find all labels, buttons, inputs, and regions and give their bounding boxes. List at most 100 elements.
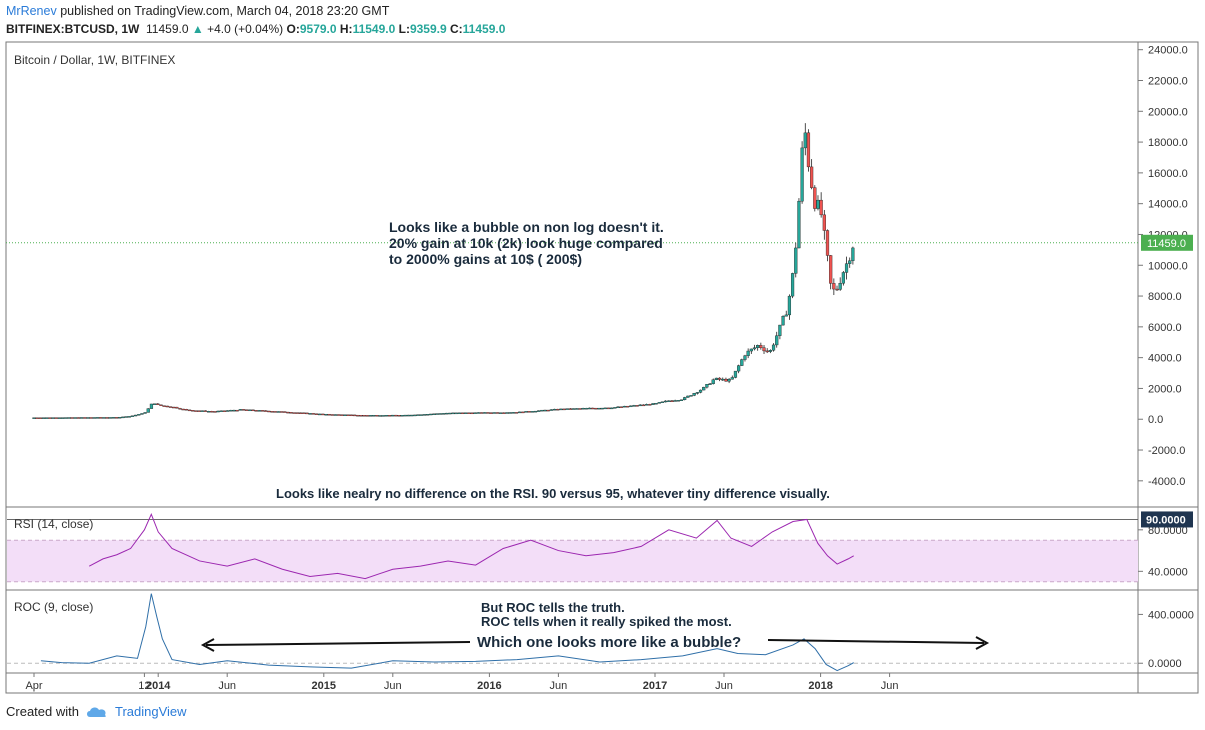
candle-down <box>514 412 519 414</box>
price-tick-label: 4000.0 <box>1148 353 1182 365</box>
published-text: published on TradingView.com, March 04, … <box>60 4 390 18</box>
candle-down <box>187 409 192 412</box>
time-tick-label: 2015 <box>312 680 336 692</box>
candle-down <box>397 415 401 417</box>
cloud-logo-icon <box>86 706 106 717</box>
candle-up <box>610 407 614 410</box>
candle-up <box>597 407 601 410</box>
candle-up <box>473 412 477 414</box>
candle-down <box>670 400 674 402</box>
high-value: 11549.0 <box>352 22 396 36</box>
roc-annotation-line-2: ROC tells when it really spiked the most… <box>481 614 732 629</box>
bubble-annotation-line-1: Looks like a bubble on non log doesn't i… <box>389 219 664 235</box>
candle-up <box>616 406 620 409</box>
candle-down <box>813 187 817 209</box>
candle-up <box>372 415 376 417</box>
candle-up <box>565 408 569 410</box>
candle-down <box>99 417 103 419</box>
candle-up <box>638 404 642 407</box>
candle-down <box>299 412 303 414</box>
candle-down <box>822 214 826 231</box>
candle-up <box>143 412 147 414</box>
right-arrow-head <box>975 636 990 650</box>
candle-up <box>476 412 480 414</box>
candle-up <box>540 409 544 412</box>
candle-up <box>483 412 487 414</box>
candle-down <box>203 410 207 412</box>
candle-down <box>184 409 188 411</box>
candle-up <box>257 410 261 412</box>
candle-up <box>851 247 855 261</box>
time-tick-label: Jun <box>881 680 899 692</box>
roc-pane-title: ROC (9, close) <box>14 600 93 614</box>
time-tick-label: Apr <box>25 680 42 692</box>
candle-up <box>51 417 55 419</box>
candle-up <box>664 400 668 403</box>
candle-down <box>829 255 833 284</box>
time-tick-label: Jun <box>550 680 568 692</box>
candle-down <box>254 410 258 412</box>
candle-down <box>625 405 630 408</box>
candle-down <box>467 412 471 414</box>
candle-down <box>76 417 81 419</box>
candle-down <box>765 350 769 353</box>
candle-down <box>759 345 763 348</box>
candle-up <box>130 415 134 417</box>
author-link[interactable]: MrRenev <box>6 4 57 18</box>
candle-up <box>381 415 385 417</box>
time-tick-label: Jun <box>715 680 733 692</box>
candle-up <box>464 412 468 414</box>
roc-tick-label: 400.0000 <box>1148 609 1194 621</box>
candle-up <box>784 314 788 317</box>
candle-down <box>635 405 639 407</box>
time-tick-label: 12 <box>138 680 150 692</box>
candle-down <box>70 417 74 419</box>
candle-down <box>283 411 287 413</box>
price-tick-label: -2000.0 <box>1148 445 1185 457</box>
candle-down <box>375 415 379 417</box>
candle-down <box>835 288 839 291</box>
candle-down <box>295 412 300 414</box>
candle-up <box>32 417 36 419</box>
candle-down <box>156 403 160 405</box>
candle-up <box>384 415 388 417</box>
candle-up <box>683 397 687 401</box>
candle-down <box>292 412 296 414</box>
candle-down <box>619 406 623 409</box>
rsi-marker-label: 90.0000 <box>1146 514 1186 526</box>
candle-up <box>552 408 557 411</box>
price-tick-label: 10000.0 <box>1148 260 1188 272</box>
candle-up <box>229 409 233 412</box>
footer: Created with TradingView <box>6 704 187 719</box>
candle-down <box>470 412 474 415</box>
candle-up <box>714 377 719 380</box>
tradingview-brand-link[interactable]: TradingView <box>114 704 187 719</box>
candle-up <box>800 147 804 202</box>
candle-down <box>321 413 325 416</box>
candle-up <box>816 199 820 209</box>
low-label: L: <box>398 22 410 36</box>
candle-up <box>422 414 427 416</box>
candle-down <box>546 409 550 412</box>
time-tick-label: 2018 <box>808 680 832 692</box>
candle-down <box>648 404 652 406</box>
candle-down <box>279 411 284 413</box>
candle-down <box>562 408 566 411</box>
candle-up <box>518 411 522 414</box>
candle-up <box>571 408 576 410</box>
candle-down <box>362 415 366 417</box>
candle-up <box>841 272 845 284</box>
candle-up <box>803 132 807 149</box>
last-price: 11459.0 <box>146 22 189 36</box>
rsi-marker-badge <box>1141 511 1193 528</box>
candle-up <box>581 408 585 410</box>
candle-down <box>289 412 293 414</box>
candle-down <box>527 411 531 413</box>
candle-up <box>492 412 496 414</box>
candle-up <box>543 409 547 412</box>
candle-down <box>267 410 271 413</box>
price-tick-label: -4000.0 <box>1148 476 1185 488</box>
change-value: +4.0 (+0.04%) <box>207 22 284 36</box>
